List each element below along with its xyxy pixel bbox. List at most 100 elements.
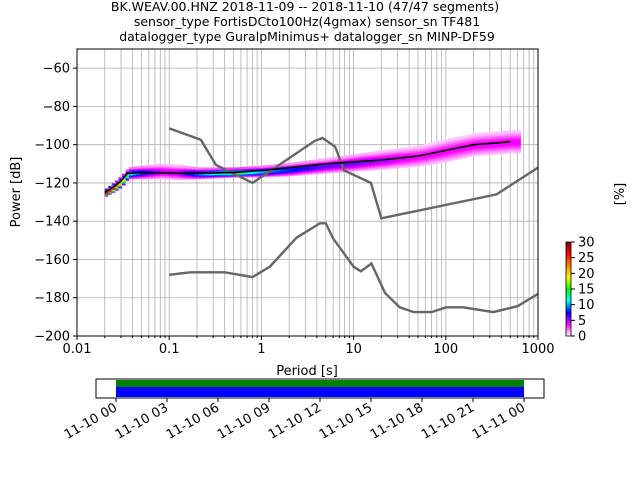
heatmap-cell	[191, 166, 195, 169]
heatmap-cell	[486, 132, 490, 135]
heatmap-cell	[267, 164, 272, 168]
heatmap-cell	[468, 133, 473, 137]
colorbar-tick-label: 0	[578, 330, 586, 345]
y-axis-label: Power [dB]	[9, 157, 24, 228]
x-tick-label: 1	[257, 342, 265, 357]
heatmap-cell	[163, 163, 168, 167]
heatmap-cell	[153, 164, 157, 167]
heatmap-cell	[465, 134, 469, 138]
heatmap-cell	[382, 150, 386, 153]
heatmap-cell	[392, 148, 396, 152]
heatmap-cell	[430, 142, 435, 145]
heatmap-cell	[233, 167, 237, 170]
timeline-tick-label: 11-10 12	[266, 400, 324, 442]
heatmap-layer	[104, 130, 521, 197]
heatmap-cell	[108, 185, 112, 189]
heatmap-cell	[513, 130, 518, 133]
heatmap-cell	[385, 149, 390, 152]
timeline-used-bar	[116, 387, 524, 397]
heatmap-cell	[205, 167, 209, 170]
heatmap-cell	[281, 163, 286, 166]
heatmap-cell	[499, 130, 504, 134]
heatmap-cell	[375, 151, 379, 154]
y-tick-label: −200	[34, 330, 70, 345]
heatmap-cell	[316, 159, 320, 162]
y-tick-label: −180	[34, 291, 70, 306]
heatmap-cell	[395, 148, 400, 151]
x-tick-label: 100	[433, 342, 458, 357]
timeline-tick-label: 11-10 09	[215, 400, 273, 442]
nlnm-line	[169, 222, 539, 314]
grid-layer	[76, 49, 538, 337]
heatmap-cell	[274, 164, 279, 167]
x-tick-label: 1000	[521, 342, 554, 357]
colorbar-tick-label: 15	[578, 283, 595, 298]
heatmap-cell	[441, 139, 445, 143]
heatmap-cell	[212, 167, 216, 170]
heatmap-cell	[139, 165, 143, 169]
heatmap-cell	[333, 156, 338, 160]
colorbar-tick-label: 10	[578, 298, 595, 313]
y-tick-label: −140	[34, 215, 70, 230]
heatmap-cell	[156, 163, 161, 167]
heatmap-cell	[115, 180, 119, 183]
heatmap-cell	[444, 139, 448, 142]
heatmap-cell	[142, 165, 147, 168]
x-tick-label: 0.01	[63, 342, 92, 357]
heatmap-cell	[368, 152, 372, 155]
heatmap-cell	[288, 162, 292, 166]
heatmap-cell	[496, 131, 500, 134]
heatmap-cell	[239, 167, 244, 170]
heatmap-cell	[184, 165, 188, 168]
heatmap-cell	[285, 163, 289, 166]
heatmap-cell	[160, 163, 164, 166]
heatmap-cell	[451, 137, 455, 140]
heatmap-cell	[350, 154, 355, 157]
timeline-tick-label: 11-10 15	[317, 400, 375, 442]
heatmap-cell	[125, 169, 130, 172]
heatmap-cell	[298, 161, 303, 164]
heatmap-cell	[347, 154, 351, 158]
heatmap-cell	[323, 158, 327, 161]
heatmap-cell	[434, 141, 438, 144]
heatmap-cell	[312, 159, 317, 162]
heatmap-cell	[260, 165, 265, 168]
heatmap-cell	[177, 164, 182, 168]
heatmap-cell	[229, 167, 234, 170]
colorbar-tick-label: 25	[578, 251, 595, 266]
heatmap-cell	[104, 188, 109, 191]
y-tick-label: −100	[34, 138, 70, 153]
heatmap-cell	[399, 147, 403, 151]
heatmap-cell	[409, 146, 414, 149]
heatmap-cell	[354, 153, 358, 157]
heatmap-cell	[361, 152, 365, 156]
heatmap-cell	[129, 167, 133, 170]
heatmap-cell	[454, 136, 459, 140]
heatmap-cell	[149, 164, 154, 167]
heatmap-cell	[250, 166, 254, 169]
axes-layer: 0.01 0.1 1 10 100 1000 −60 −80 −100 −120 −140 −160 −…	[34, 48, 555, 357]
heatmap-cell	[291, 162, 296, 165]
heatmap-cell	[413, 146, 417, 149]
heatmap-cell	[506, 130, 511, 133]
noise-model-layer	[104, 127, 539, 314]
heatmap-cell	[167, 164, 171, 167]
timeline-tick-label: 11-10 03	[113, 400, 171, 442]
heatmap-cell	[371, 151, 376, 154]
nhnm-line	[168, 127, 539, 220]
heatmap-cell	[309, 160, 313, 163]
y-tick-label: −60	[43, 62, 70, 77]
heatmap-cell	[215, 167, 220, 170]
heatmap-cell	[174, 164, 178, 167]
timeline-tick-label: 11-11 00	[470, 400, 528, 442]
title-line-1: BK.WEAV.00.HNZ 2018-11-09 -- 2018-11-10 …	[111, 0, 499, 14]
heatmap-cell	[319, 158, 324, 161]
heatmap-cell	[295, 161, 299, 165]
plot-frame	[76, 48, 539, 337]
heatmap-cell	[475, 132, 480, 136]
heatmap-cell	[402, 147, 407, 150]
heatmap-cell	[378, 150, 383, 153]
heatmap-cell	[271, 164, 275, 167]
